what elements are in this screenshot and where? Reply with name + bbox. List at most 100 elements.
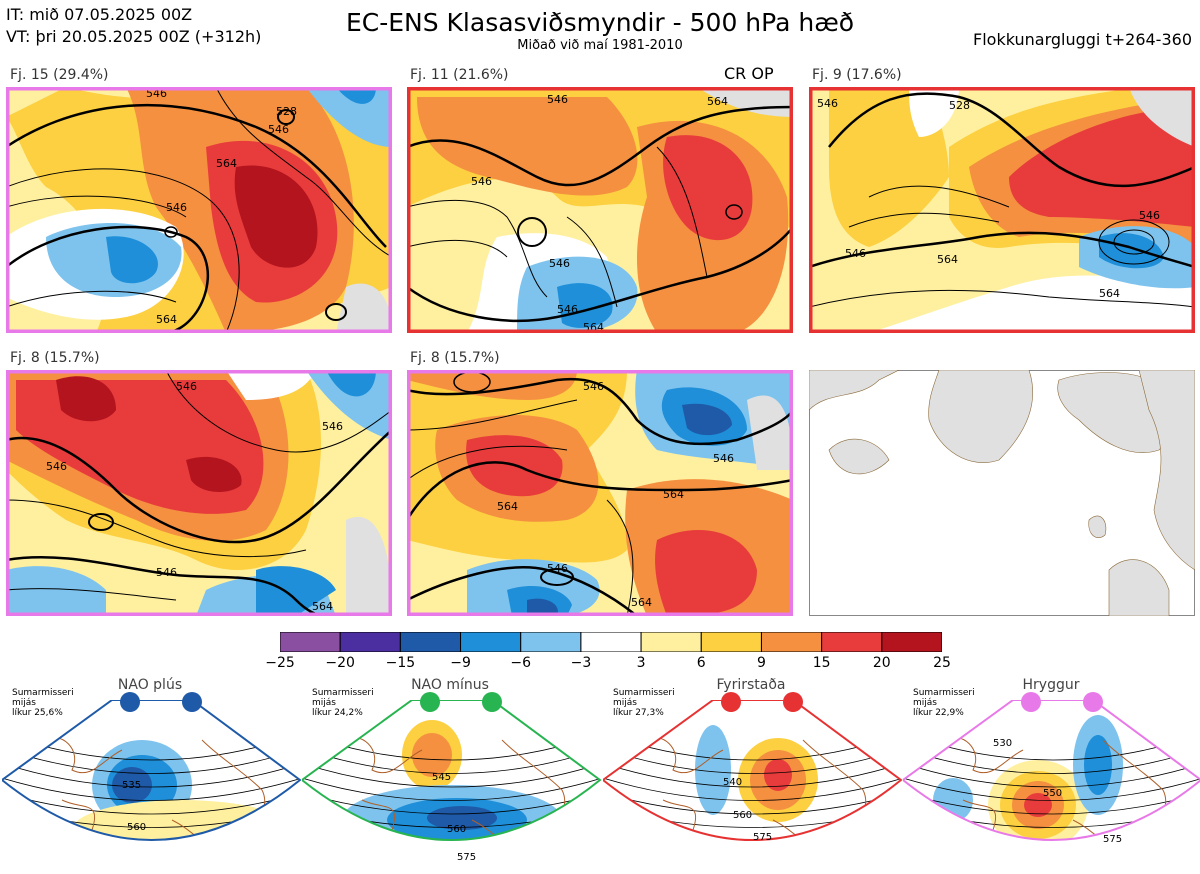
regime-info: Sumarmisseri mijás líkur 22,9% bbox=[913, 688, 975, 718]
page-title: EC-ENS Klasasviðsmyndir - 500 hPa hæð bbox=[345, 8, 855, 37]
panel-3-border bbox=[809, 87, 1195, 333]
contour-label: 546 bbox=[156, 566, 177, 579]
panel-1-label: Fj. 15 (29.4%) bbox=[10, 67, 109, 83]
contour-label: 546 bbox=[583, 380, 604, 393]
height-contour bbox=[2, 759, 300, 788]
regime-info-line: Sumarmisseri bbox=[12, 688, 74, 698]
colorbar bbox=[279, 631, 943, 653]
issue-time: IT: mið 07.05.2025 00Z bbox=[6, 5, 193, 24]
regime-map: 530 550 575 bbox=[901, 699, 1200, 870]
anomaly-area bbox=[1084, 735, 1112, 795]
anomaly-area bbox=[412, 733, 452, 777]
contour-label: 546 bbox=[547, 562, 568, 575]
cluster-map-3: 528 546 546 546 564 564 bbox=[809, 87, 1195, 333]
contour-label: 564 bbox=[631, 596, 652, 609]
anomaly-area bbox=[72, 800, 292, 840]
reference-map bbox=[809, 370, 1195, 616]
colorbar-swatch bbox=[339, 631, 401, 653]
regime-fan-svg: 530 550 575 bbox=[901, 699, 1200, 845]
colorbar-tick-label: 9 bbox=[756, 655, 766, 671]
colorbar-swatch bbox=[399, 631, 462, 653]
panel-5-border bbox=[407, 370, 793, 616]
colorbar-swatch bbox=[760, 631, 823, 653]
regime-info: Sumarmisseri mijás líkur 24,2% bbox=[312, 688, 374, 718]
regime-fan-svg: 535 560 bbox=[0, 699, 302, 868]
regime-marker-dot bbox=[783, 692, 803, 712]
regime-title: NAO plús bbox=[117, 677, 183, 693]
colorbar-tick-label: 15 bbox=[812, 655, 831, 671]
cluster-map-4: 546 546 546 546 564 bbox=[6, 370, 392, 616]
regime-info-line: mijás bbox=[12, 698, 36, 708]
coastline bbox=[341, 736, 566, 840]
regime-contour-label: 550 bbox=[1043, 788, 1062, 799]
contour-label: 546 bbox=[322, 420, 343, 433]
contour-label: 546 bbox=[176, 380, 197, 393]
anomaly-area bbox=[1024, 793, 1052, 817]
colorbar-tick-label: 25 bbox=[933, 655, 951, 671]
contour-label: 546 bbox=[268, 123, 289, 136]
colorbar-swatch bbox=[460, 631, 522, 653]
contour-label: 546 bbox=[547, 93, 568, 106]
contour-label: 564 bbox=[156, 313, 177, 326]
regime-info: Sumarmisseri mijás líkur 27,3% bbox=[613, 688, 675, 718]
colorbar-tick-label: −3 bbox=[570, 655, 592, 671]
panel-2-border bbox=[407, 87, 793, 333]
regime-contour-label: 560 bbox=[447, 824, 466, 835]
colorbar-tick-label: 20 bbox=[872, 655, 891, 671]
regime-marker-dot bbox=[120, 692, 140, 712]
regime-marker-dot bbox=[721, 692, 741, 712]
contour-label: 546 bbox=[713, 452, 734, 465]
regime-marker-dot bbox=[482, 692, 502, 712]
regime-info-line: líkur 25,6% bbox=[12, 708, 63, 718]
height-contour bbox=[603, 774, 901, 801]
height-contour bbox=[2, 850, 302, 868]
height-contour bbox=[2, 774, 300, 801]
contour-label: 564 bbox=[937, 253, 958, 266]
regime-title: Hryggur bbox=[1022, 677, 1080, 693]
contour-label: 564 bbox=[216, 157, 237, 170]
panel-2-label: Fj. 11 (21.6%) bbox=[410, 67, 509, 83]
contour-label: 546 bbox=[817, 97, 838, 110]
page-subtitle: Miðað við maí 1981-2010 bbox=[517, 38, 683, 53]
contour-label: 546 bbox=[46, 460, 67, 473]
regime-info-line: mijás bbox=[613, 698, 637, 708]
regime-info-line: Sumarmisseri bbox=[913, 688, 975, 698]
contour-label: 564 bbox=[497, 500, 518, 513]
colorbar-swatch bbox=[520, 631, 582, 653]
coastline bbox=[942, 736, 1167, 840]
regime-title: NAO mínus bbox=[411, 677, 489, 693]
anomaly-area bbox=[933, 778, 973, 822]
valid-time: VT: þri 20.05.2025 00Z (+312h) bbox=[6, 27, 262, 46]
contour-label: 528 bbox=[949, 99, 970, 112]
cluster-map-2: 546 546 564 546 546 564 bbox=[407, 87, 793, 333]
colorbar-tick-label: −20 bbox=[325, 655, 355, 671]
regime-outline bbox=[901, 699, 1200, 841]
regime-contour-label: 535 bbox=[122, 780, 141, 791]
panel-5-label: Fj. 8 (15.7%) bbox=[410, 350, 500, 366]
colorbar-tick-label: 6 bbox=[696, 655, 706, 671]
colorbar-swatch bbox=[640, 631, 702, 653]
regime-info-line: mijás bbox=[913, 698, 937, 708]
panel-1-border bbox=[6, 87, 392, 333]
height-contour bbox=[302, 774, 600, 801]
regime-fan-svg: 545 560 575 bbox=[300, 699, 602, 868]
regime-contour-label: 575 bbox=[753, 832, 772, 843]
panel-4-label: Fj. 8 (15.7%) bbox=[10, 350, 100, 366]
regime-marker-dot bbox=[1021, 692, 1041, 712]
contour-label: 528 bbox=[276, 105, 297, 118]
height-contour bbox=[903, 759, 1200, 788]
regime-info: Sumarmisseri mijás líkur 25,6% bbox=[12, 688, 74, 718]
cluster-map-5: 546 546 564 564 546 564 bbox=[407, 370, 793, 616]
colorbar-tick-label: −9 bbox=[450, 655, 471, 671]
contour-label: 546 bbox=[166, 201, 187, 214]
regime-contour-label: 540 bbox=[723, 777, 742, 788]
regime-outline bbox=[601, 699, 903, 841]
panel-2-extra: CR OP bbox=[724, 64, 774, 83]
anomaly-area bbox=[112, 767, 152, 803]
regime-outline bbox=[0, 699, 302, 841]
colorbar-tick-label: −6 bbox=[510, 655, 532, 671]
regime-info-line: líkur 27,3% bbox=[613, 708, 664, 718]
panel-4-border bbox=[6, 370, 392, 616]
height-contour bbox=[302, 850, 602, 868]
